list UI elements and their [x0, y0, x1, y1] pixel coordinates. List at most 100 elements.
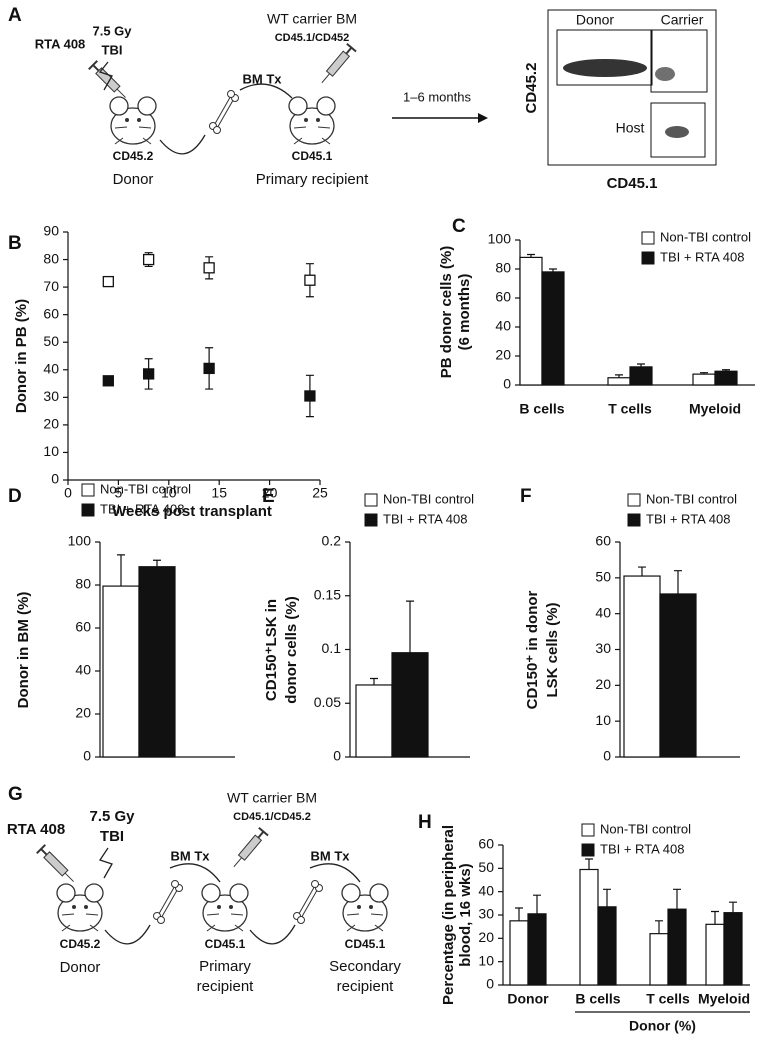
legend-label: TBI + RTA 408 — [383, 511, 467, 526]
bar — [667, 908, 687, 986]
mouse — [109, 96, 157, 145]
y-tick-label: 40 — [478, 882, 494, 898]
y-tick-label: 0 — [333, 748, 341, 764]
donor-label: Donor — [113, 171, 154, 188]
y-tick-label: 0 — [51, 471, 59, 487]
group-label: Donor (%) — [629, 1018, 696, 1034]
bar — [623, 575, 661, 758]
y-axis-label: blood, 16 wks) — [457, 863, 474, 966]
error-bar — [711, 910, 719, 925]
gate — [650, 29, 708, 93]
recipient-type: CD45.1 — [292, 149, 333, 163]
radiation — [98, 847, 113, 879]
bar — [607, 377, 631, 386]
bar — [527, 913, 547, 986]
bar — [597, 906, 617, 986]
donor-label: Donor — [60, 959, 101, 976]
x-tick-label: T cells — [608, 401, 652, 417]
point — [142, 253, 155, 266]
x-tick-label: 25 — [312, 485, 328, 501]
bar — [519, 256, 543, 386]
point — [203, 262, 215, 274]
y-tick-label: 80 — [43, 250, 59, 266]
transfer-label: BM Tx — [311, 848, 351, 863]
y-tick-label: 30 — [595, 640, 611, 656]
legend-label: TBI + RTA 408 — [660, 249, 744, 264]
dose-label: 7.5 Gy — [92, 23, 132, 38]
bar — [138, 566, 176, 758]
y-axis-label: Donor in BM (%) — [15, 592, 32, 709]
y-tick-label: 20 — [75, 705, 91, 721]
radiation — [98, 61, 113, 91]
legend-label: Non-TBI control — [600, 821, 691, 836]
y-tick-label: 20 — [478, 929, 494, 945]
carrier-label: WT carrier BM — [267, 11, 357, 27]
x-tick-label: 20 — [262, 485, 278, 501]
donor-type: CD45.2 — [60, 937, 101, 951]
x-tick-label: B cells — [519, 401, 564, 417]
point — [304, 274, 316, 286]
y-tick-label: 0 — [603, 748, 611, 764]
legend-swatch — [364, 513, 378, 527]
y-tick-label: 0 — [486, 976, 494, 992]
panel-label: A — [8, 5, 22, 26]
legend-swatch — [627, 493, 641, 507]
flow-plot — [547, 9, 717, 166]
gate — [556, 29, 653, 86]
y-axis-label: Donor in PB (%) — [13, 299, 30, 413]
time-label: 1–6 months — [403, 89, 471, 104]
legend-swatch — [581, 843, 595, 857]
error-bar — [533, 894, 541, 914]
error-bar — [406, 600, 414, 653]
donor-type: CD45.2 — [113, 149, 154, 163]
flow-y-label: CD45.2 — [523, 63, 540, 114]
bar — [714, 370, 738, 386]
recipient-label: Primary recipient — [256, 171, 369, 188]
x-tick-label: 5 — [115, 485, 123, 501]
gate — [650, 102, 706, 158]
y-axis-label: CD150⁺ in donor — [524, 590, 541, 709]
y-tick-label: 80 — [495, 260, 511, 276]
y-axis-label: Percentage (in peripheral — [440, 825, 457, 1005]
x-tick-label: Myeloid — [689, 401, 741, 417]
y-tick-label: 0 — [83, 748, 91, 764]
y-tick-label: 0.05 — [314, 694, 341, 710]
dose-label: 7.5 Gy — [89, 808, 135, 825]
arrow — [169, 863, 221, 883]
arrow — [239, 83, 293, 99]
arrow — [104, 924, 151, 945]
panel-label: C — [452, 216, 466, 237]
bar — [723, 912, 743, 986]
panel-label: D — [8, 486, 22, 507]
y-tick-label: 60 — [495, 289, 511, 305]
bar — [705, 923, 725, 986]
point — [102, 375, 114, 387]
bone — [210, 91, 239, 134]
error-bar — [585, 858, 593, 870]
legend-swatch — [81, 503, 95, 517]
y-tick-label: 40 — [495, 318, 511, 334]
y-tick-label: 10 — [478, 952, 494, 968]
error-bar — [638, 566, 646, 577]
error-bar — [655, 920, 663, 934]
y-axis-label: CD150⁺LSK in — [263, 599, 280, 701]
arrow — [309, 863, 361, 883]
y-tick-label: 100 — [488, 231, 512, 247]
y-axis-label: donor cells (%) — [283, 596, 300, 704]
gate-label: Host — [616, 120, 645, 136]
legend-label: Non-TBI control — [646, 491, 737, 506]
y-tick-label: 60 — [478, 836, 494, 852]
y-axis-label: (6 months) — [456, 274, 473, 351]
bar — [355, 684, 393, 758]
x-tick-label: Myeloid — [698, 991, 750, 1007]
cell-cloud — [655, 67, 675, 81]
gate-label: Carrier — [661, 12, 704, 28]
primary-type: CD45.1 — [205, 937, 246, 951]
y-tick-label: 10 — [43, 443, 59, 459]
mouse — [288, 96, 336, 145]
secondary-label: recipient — [337, 978, 395, 995]
y-tick-label: 40 — [595, 604, 611, 620]
panel-label: H — [418, 812, 432, 833]
mouse — [201, 883, 249, 932]
x-tick-label: Donor — [507, 991, 549, 1007]
